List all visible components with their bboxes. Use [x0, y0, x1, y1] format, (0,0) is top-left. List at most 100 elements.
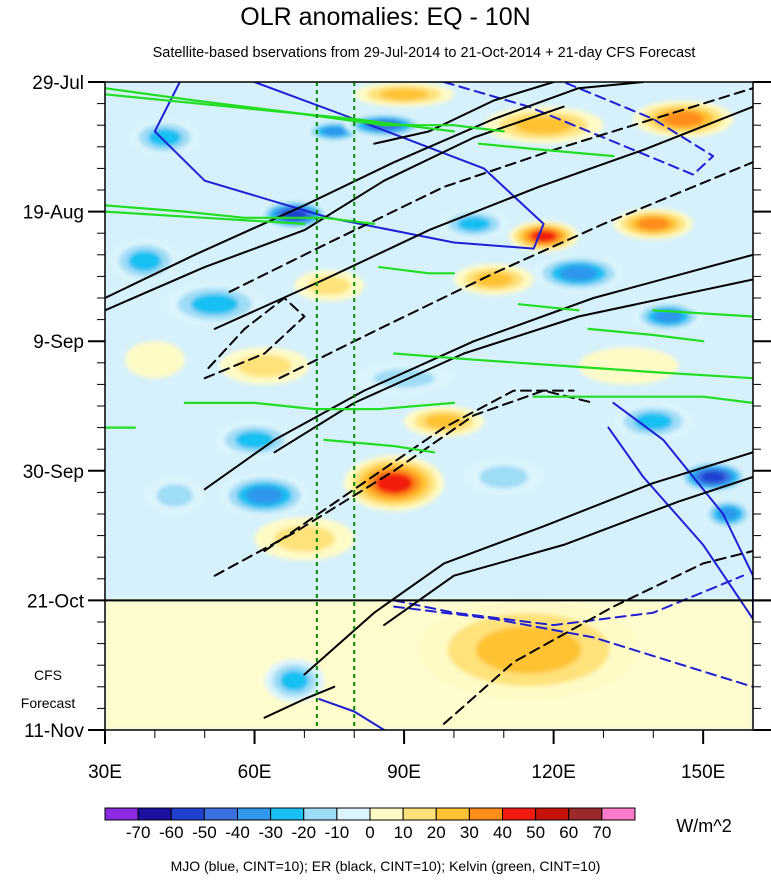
colorbar-label: 70	[592, 823, 611, 842]
kelvin-contour	[323, 438, 436, 454]
anomaly-blob	[237, 354, 292, 378]
colorbar-swatch	[170, 807, 205, 821]
y-tick-label: 11-Nov	[24, 721, 84, 742]
colorbar-swatch	[270, 807, 305, 821]
anomaly-blob	[700, 471, 726, 483]
anomaly-blob	[476, 626, 582, 674]
colorbar-label: -70	[126, 823, 151, 842]
anomaly-blob	[321, 126, 347, 136]
y-tick-label: 19-Aug	[23, 203, 84, 224]
anomaly-blob	[717, 507, 739, 521]
mjo-contour	[318, 698, 386, 730]
er-contour	[213, 389, 595, 577]
anomaly-blob	[148, 128, 182, 147]
kelvin-contour	[105, 87, 505, 133]
y-tick-label: 9-Sep	[33, 332, 84, 353]
anomaly-blob	[273, 525, 335, 552]
colorbar-label: -30	[258, 823, 283, 842]
kelvin-contour	[183, 401, 455, 411]
er-contour	[443, 550, 753, 725]
wave-contours	[105, 82, 753, 730]
er-contour	[373, 82, 555, 145]
kelvin-contour	[517, 303, 580, 312]
anomaly-blob	[280, 670, 309, 691]
y-tick-label: 29-Jul	[32, 73, 84, 94]
anomaly-blob	[514, 116, 573, 135]
anomaly-blob	[636, 217, 670, 231]
reference-longitudes	[315, 82, 356, 730]
kelvin-contour	[587, 327, 705, 343]
chart-title: OLR anomalies: EQ - 10N	[240, 3, 530, 31]
kelvin-contour	[105, 93, 455, 133]
anomaly-blob	[457, 216, 491, 232]
colorbar-label: -50	[192, 823, 217, 842]
colorbar-swatch	[203, 807, 238, 821]
colorbar-label: 20	[427, 823, 446, 842]
series-kelvin-contours	[105, 87, 753, 454]
colorbar-swatch	[502, 807, 537, 821]
anomaly-blob	[559, 265, 598, 281]
anomaly-blob	[235, 431, 274, 449]
legend-footer: MJO (blue, CINT=10); ER (black, CINT=10)…	[171, 858, 601, 874]
anomaly-blob	[479, 465, 529, 489]
colorbar-swatch	[369, 807, 404, 821]
colorbar-swatch	[435, 807, 470, 821]
kelvin-contour	[378, 266, 455, 275]
anomaly-blob	[662, 111, 704, 127]
chart-subtitle: Satellite-based bservations from 29-Jul-…	[153, 45, 696, 61]
er-contour	[278, 161, 753, 380]
forecast-label-line-1: CFS	[34, 667, 62, 683]
colorbar-swatch	[568, 807, 603, 821]
anomaly-blob	[380, 88, 429, 101]
anomaly-blob	[124, 341, 185, 379]
y-tick-label: 30-Sep	[23, 462, 84, 483]
kelvin-contour	[652, 309, 753, 318]
colorbar-label: 60	[559, 823, 578, 842]
er-contour	[213, 105, 753, 330]
forecast-label-line-2: Forecast	[21, 695, 76, 711]
anomaly-blob	[474, 272, 513, 287]
kelvin-contour	[532, 395, 753, 404]
colorbar-swatch	[468, 807, 503, 821]
colorbar-label: -40	[225, 823, 250, 842]
y-tick-label: 21-Oct	[27, 591, 85, 612]
colorbar: -70 -60 -50 -40 -30 -20 -10 0 10 20 30 40 50 60 70	[104, 807, 636, 842]
anomaly-blob	[245, 486, 284, 505]
anomaly-blob	[190, 293, 239, 315]
colorbar-swatch	[535, 807, 570, 821]
er-contour	[203, 253, 753, 491]
er-contour	[105, 82, 645, 299]
anomaly-blob	[578, 347, 679, 385]
colorbar-swatch	[402, 807, 437, 821]
mjo-contour	[393, 605, 753, 688]
er-contour	[228, 87, 753, 293]
er-contour	[263, 685, 336, 719]
colorbar-label: 50	[526, 823, 545, 842]
anomaly-blob	[653, 310, 683, 323]
anomaly-blob	[308, 276, 351, 296]
x-tick-label: 90E	[387, 762, 421, 783]
plot-area	[105, 82, 753, 730]
mjo-contour	[607, 401, 753, 620]
x-tick-label: 120E	[531, 762, 575, 783]
x-tick-label: 150E	[681, 762, 725, 783]
series-er-contours	[105, 82, 753, 725]
colorbar-swatch	[104, 807, 139, 821]
x-tick-label: 60E	[238, 762, 272, 783]
anomaly-blob	[530, 230, 557, 243]
colorbar-swatch	[601, 807, 636, 821]
er-contour	[383, 476, 753, 627]
colorbar-swatch	[336, 807, 371, 821]
anomaly-blob	[375, 472, 413, 494]
kelvin-contour	[477, 142, 615, 158]
colorbar-label: 0	[365, 823, 374, 842]
colorbar-unit: W/m^2	[676, 816, 731, 836]
kelvin-contour	[105, 204, 376, 225]
mjo-contour	[153, 82, 545, 250]
er-contour	[203, 297, 306, 380]
kelvin-contour	[393, 352, 753, 380]
colorbar-label: -20	[291, 823, 316, 842]
colorbar-swatch	[303, 807, 338, 821]
